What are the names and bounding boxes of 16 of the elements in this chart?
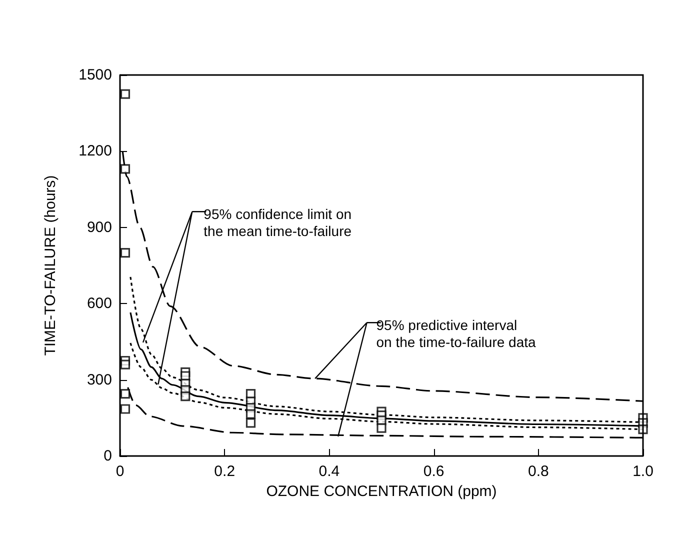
x-tick-label: 0.2 [214, 463, 236, 480]
x-tick-label: 0.6 [423, 463, 444, 480]
y-tick-label: 1200 [78, 142, 112, 160]
y-tick-label: 900 [86, 218, 112, 236]
x-axis-title: OZONE CONCENTRATION (ppm) [266, 482, 497, 500]
x-tick-label: 1.0 [632, 463, 654, 480]
x-tick-label: 0.4 [318, 463, 340, 480]
y-tick-label: 300 [86, 371, 112, 388]
x-tick-label: 0 [116, 463, 124, 480]
annotation: 95% predictive interval on the time-to-failure data [376, 316, 536, 351]
annotation: 95% confidence limit on the mean time-to-failure [204, 206, 352, 240]
y-axis-title: TIME-TO-FAILURE (hours) [42, 175, 59, 356]
y-tick-label: 1500 [78, 66, 112, 84]
y-tick-label: 600 [86, 295, 112, 312]
y-tick-label: 0 [104, 448, 112, 464]
x-tick-label: 0.8 [528, 463, 549, 480]
